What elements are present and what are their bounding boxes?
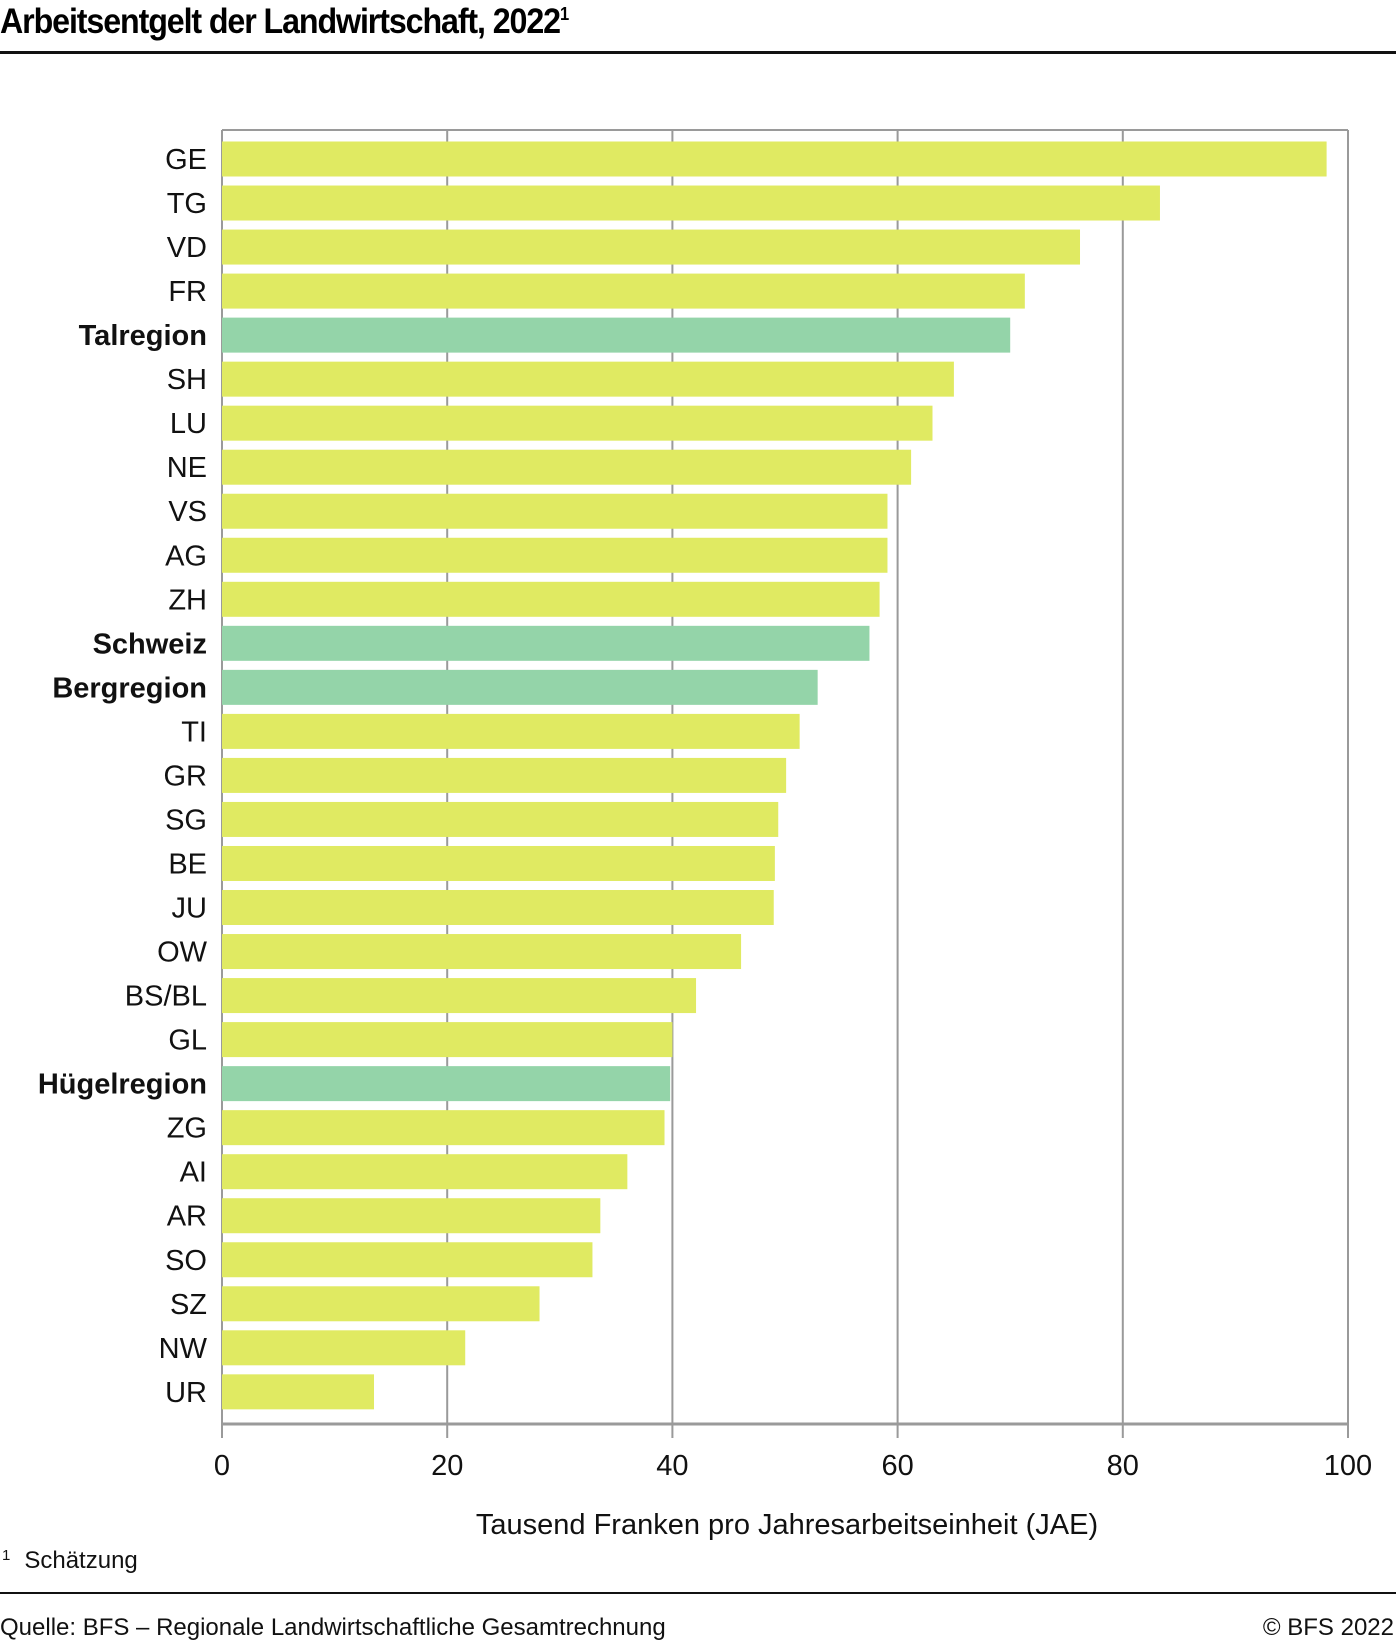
footnote-text: Schätzung bbox=[24, 1547, 138, 1574]
bar-ge bbox=[222, 141, 1327, 177]
category-label: Hügelregion bbox=[38, 1069, 207, 1101]
category-label: Talregion bbox=[79, 320, 207, 352]
category-label: SH bbox=[167, 364, 207, 396]
category-label: SG bbox=[165, 804, 207, 836]
chart-title-text: Arbeitsentgelt der Landwirtschaft, 2022 bbox=[0, 2, 561, 41]
x-axis-title: Tausend Franken pro Jahresarbeitseinheit… bbox=[476, 1509, 1098, 1541]
bar-vd bbox=[222, 229, 1081, 265]
source-text: Quelle: BFS – Regionale Landwirtschaftli… bbox=[0, 1614, 666, 1641]
bar-zh bbox=[222, 581, 880, 617]
bottom-rule bbox=[0, 1592, 1396, 1594]
x-tick-label: 40 bbox=[656, 1450, 688, 1482]
category-labels: GE TG VD FR Talregion SH LU NE VS AG ZH Schweiz Berg… bbox=[38, 144, 208, 1409]
footnote: 1 Schätzung bbox=[2, 1547, 138, 1575]
bar-ar bbox=[222, 1198, 601, 1234]
x-tick-label: 0 bbox=[214, 1450, 230, 1482]
bar-bs-bl bbox=[222, 978, 697, 1014]
bar-ag bbox=[222, 537, 888, 573]
category-label: JU bbox=[172, 893, 207, 925]
category-label: AI bbox=[180, 1157, 207, 1189]
bars bbox=[222, 141, 1327, 1410]
title-footnote-marker: 1 bbox=[559, 4, 569, 24]
category-label: AG bbox=[165, 540, 207, 572]
bar-sg bbox=[222, 801, 779, 837]
bar-gl bbox=[222, 1022, 673, 1058]
bar-ai bbox=[222, 1154, 628, 1190]
category-label: GL bbox=[168, 1025, 207, 1057]
footnote-marker: 1 bbox=[2, 1547, 11, 1564]
bar-vs bbox=[222, 493, 888, 529]
category-label: SO bbox=[165, 1245, 207, 1277]
category-label: VD bbox=[167, 232, 207, 264]
category-label: NE bbox=[167, 452, 207, 484]
category-label: GE bbox=[165, 144, 207, 176]
category-label: Bergregion bbox=[52, 672, 207, 704]
top-rule bbox=[0, 51, 1396, 54]
category-label: AR bbox=[167, 1201, 207, 1233]
bar-tg bbox=[222, 185, 1160, 221]
x-tick-label: 20 bbox=[431, 1450, 463, 1482]
x-tick-label: 100 bbox=[1324, 1450, 1372, 1482]
bar-ju bbox=[222, 890, 774, 926]
bar-nw bbox=[222, 1330, 466, 1366]
bar-h-gelregion bbox=[222, 1066, 671, 1102]
category-label: BE bbox=[168, 848, 207, 880]
bar-so bbox=[222, 1242, 593, 1278]
copyright-text: © BFS 2022 bbox=[1262, 1614, 1394, 1641]
bar-sh bbox=[222, 361, 954, 397]
category-label: TI bbox=[181, 716, 207, 748]
bar-zg bbox=[222, 1110, 665, 1146]
bar-ti bbox=[222, 713, 800, 749]
category-label: TG bbox=[167, 188, 207, 220]
bar-chart: GE TG VD FR Talregion SH LU NE VS AG ZH Schweiz Berg… bbox=[38, 129, 1372, 1541]
bar-fr bbox=[222, 273, 1025, 309]
category-label: ZG bbox=[167, 1113, 207, 1145]
bar-schweiz bbox=[222, 625, 870, 661]
category-label: NW bbox=[159, 1333, 208, 1365]
x-tick-label: 60 bbox=[881, 1450, 913, 1482]
category-label: SZ bbox=[170, 1289, 207, 1321]
category-label: UR bbox=[165, 1377, 207, 1409]
chart-title: Arbeitsentgelt der Landwirtschaft, 20221 bbox=[0, 2, 569, 42]
bar-lu bbox=[222, 405, 933, 441]
category-label: OW bbox=[157, 937, 208, 969]
bar-bergregion bbox=[222, 669, 818, 705]
bar-gr bbox=[222, 757, 787, 793]
bar-ne bbox=[222, 449, 912, 485]
category-label: FR bbox=[168, 276, 207, 308]
category-label: GR bbox=[164, 760, 208, 792]
category-label: BS/BL bbox=[125, 981, 207, 1013]
category-label: VS bbox=[168, 496, 207, 528]
bar-sz bbox=[222, 1286, 540, 1322]
bar-be bbox=[222, 845, 775, 881]
x-axis: 0 20 40 60 80 100 bbox=[214, 1422, 1372, 1482]
category-label: Schweiz bbox=[93, 628, 207, 660]
bar-ow bbox=[222, 934, 742, 970]
x-tick-label: 80 bbox=[1107, 1450, 1139, 1482]
category-label: ZH bbox=[168, 584, 207, 616]
bar-ur bbox=[222, 1374, 375, 1410]
category-label: LU bbox=[170, 408, 207, 440]
bar-talregion bbox=[222, 317, 1011, 353]
